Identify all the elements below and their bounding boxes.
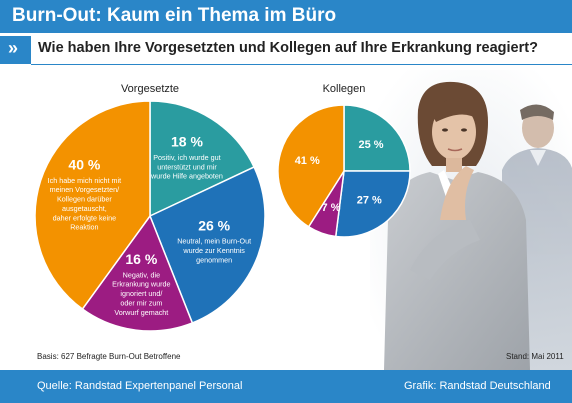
slice-percent-label: 25 % — [359, 139, 384, 151]
slice-description-label: Reaktion — [70, 223, 98, 232]
date-note: Stand: Mai 2011 — [506, 352, 564, 361]
pie-slice-neutral — [334, 170, 411, 238]
slice-percent-label: 18 % — [171, 134, 203, 150]
slice-description-label: wurde zur Kenntnis — [182, 246, 245, 255]
question-divider — [31, 64, 572, 65]
basis-note: Basis: 627 Befragte Burn-Out Betroffene — [37, 352, 181, 361]
slice-description-label: oder mir zum — [120, 298, 162, 307]
slice-description-label: ausgetauscht, — [62, 204, 107, 213]
slice-description-label: ignoriert und/ — [120, 289, 162, 298]
slice-description-label: genommen — [196, 255, 232, 264]
pie-slice-neutral — [149, 166, 266, 324]
slice-description-label: Erkrankung wurde — [112, 280, 170, 289]
credit-text: Grafik: Randstad Deutschland — [404, 380, 551, 392]
pie-title-kollegen: Kollegen — [323, 83, 366, 95]
title-bar: Burn-Out: Kaum ein Thema im Büro — [0, 0, 572, 33]
source-text: Quelle: Randstad Expertenpanel Personal — [37, 380, 243, 392]
pie-slice-not-told — [34, 100, 151, 311]
slice-description-label: Vorwurf gemacht — [114, 308, 168, 317]
pie-slice-positive — [149, 100, 256, 218]
slice-description-label: wurde Hilfe angeboten — [150, 172, 223, 181]
pie-slice-positive — [343, 104, 411, 172]
slice-percent-label: 26 % — [198, 217, 230, 233]
slice-description-label: unterstützt und mir — [157, 162, 217, 171]
double-chevron-right-icon: » — [8, 38, 19, 58]
slice-description-label: Kollegen darüber — [57, 195, 112, 204]
slice-description-label: daher erfolgte keine — [53, 213, 117, 222]
slice-percent-label: 27 % — [357, 195, 382, 207]
question-marker: » — [0, 36, 31, 64]
chart-title: Burn-Out: Kaum ein Thema im Büro — [12, 5, 337, 26]
slice-percent-label: 41 % — [295, 155, 320, 167]
slice-description-label: Ich habe mich nicht mit — [48, 176, 122, 185]
slice-description-label: Positiv, ich wurde gut — [153, 153, 220, 162]
slice-description-label: meinen Vorgesetzten/ — [50, 185, 120, 194]
slice-description-label: Neutral, mein Burn-Out — [177, 237, 251, 246]
slice-percent-label: 7 % — [322, 202, 341, 214]
slice-percent-label: 40 % — [68, 156, 100, 172]
pie-title-vorgesetzte: Vorgesetzte — [121, 83, 179, 95]
slice-description-label: Negativ, die — [123, 270, 160, 279]
pie-slice-not-told — [277, 104, 345, 228]
pie-slice-negative — [81, 214, 194, 332]
business-people-photo — [370, 70, 572, 370]
woman-figure — [384, 81, 530, 370]
question-text: Wie haben Ihre Vorgesetzten und Kollegen… — [38, 40, 538, 56]
slice-percent-label: 16 % — [125, 251, 157, 267]
footer-bar: Quelle: Randstad Expertenpanel Personal … — [0, 370, 572, 403]
pie-kollegen: 25 % 27 % 7 % 41 % — [277, 104, 411, 238]
